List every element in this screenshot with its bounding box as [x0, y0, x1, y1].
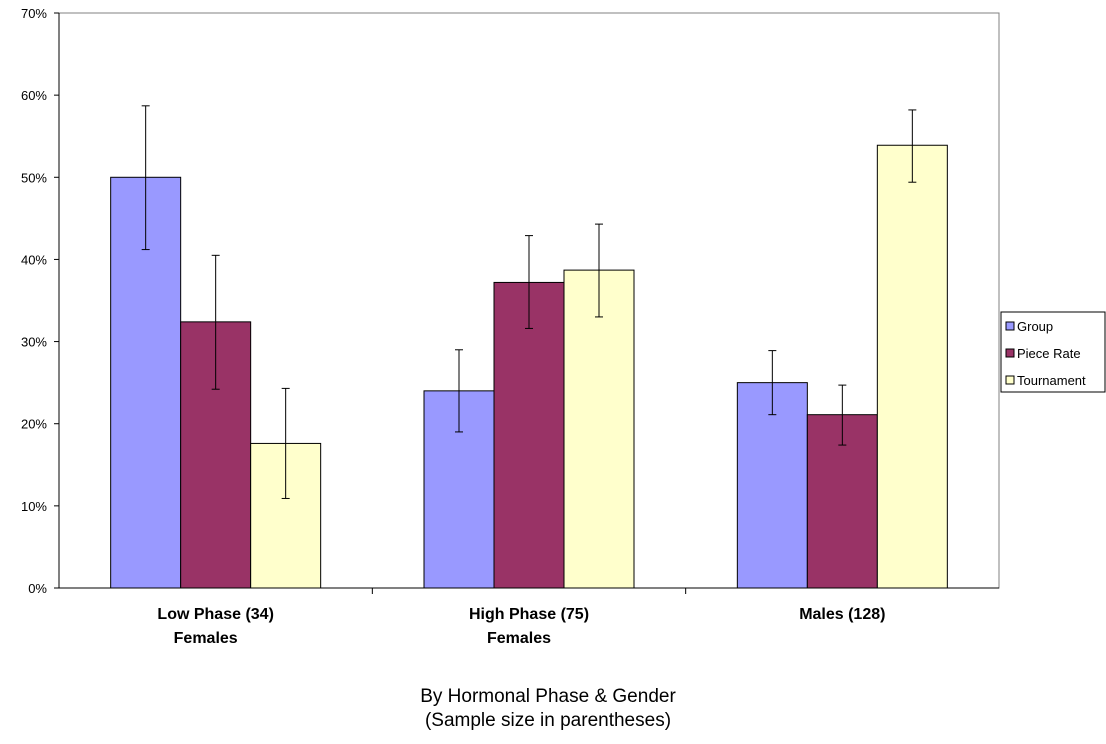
- y-tick-label: 10%: [21, 499, 47, 514]
- bar: [563, 269, 635, 589]
- y-tick-label: 60%: [21, 88, 47, 103]
- bar: [736, 382, 808, 589]
- error-bar-group: [141, 105, 917, 499]
- legend-label: Group: [1017, 319, 1053, 334]
- legend-label: Tournament: [1017, 373, 1086, 388]
- category-label: High Phase (75): [469, 606, 589, 623]
- y-tick-label: 70%: [21, 6, 47, 21]
- legend-swatch: [1005, 321, 1015, 331]
- legend: Group Piece Rate Tournament: [1000, 311, 1106, 393]
- category-label: Males (128): [799, 606, 885, 623]
- y-tick-label: 20%: [21, 417, 47, 432]
- legend-label: Piece Rate: [1017, 346, 1081, 361]
- bar: [493, 281, 565, 589]
- legend-swatch: [1005, 348, 1015, 358]
- legend-box: [1000, 311, 1106, 393]
- category-label: Low Phase (34): [157, 606, 273, 623]
- legend-swatch: [1005, 375, 1015, 385]
- x-axis-label-line-1: By Hormonal Phase & Gender: [420, 686, 676, 707]
- y-tick-label: 50%: [21, 170, 47, 185]
- category-label: Females: [174, 630, 238, 647]
- bar: [876, 144, 948, 589]
- y-tick-label: 0%: [28, 581, 47, 596]
- x-axis-label-line-2: (Sample size in parentheses): [425, 710, 671, 731]
- category-label: Females: [487, 630, 551, 647]
- category-labels: Low Phase (34) Females High Phase (75) Fema…: [157, 606, 885, 647]
- y-tick-label: 30%: [21, 335, 47, 350]
- bar-group: [110, 144, 948, 589]
- y-tick-label: 40%: [21, 252, 47, 267]
- axes: 0% 10% 20% 30% 40% 50% 60% 70%: [21, 6, 1000, 596]
